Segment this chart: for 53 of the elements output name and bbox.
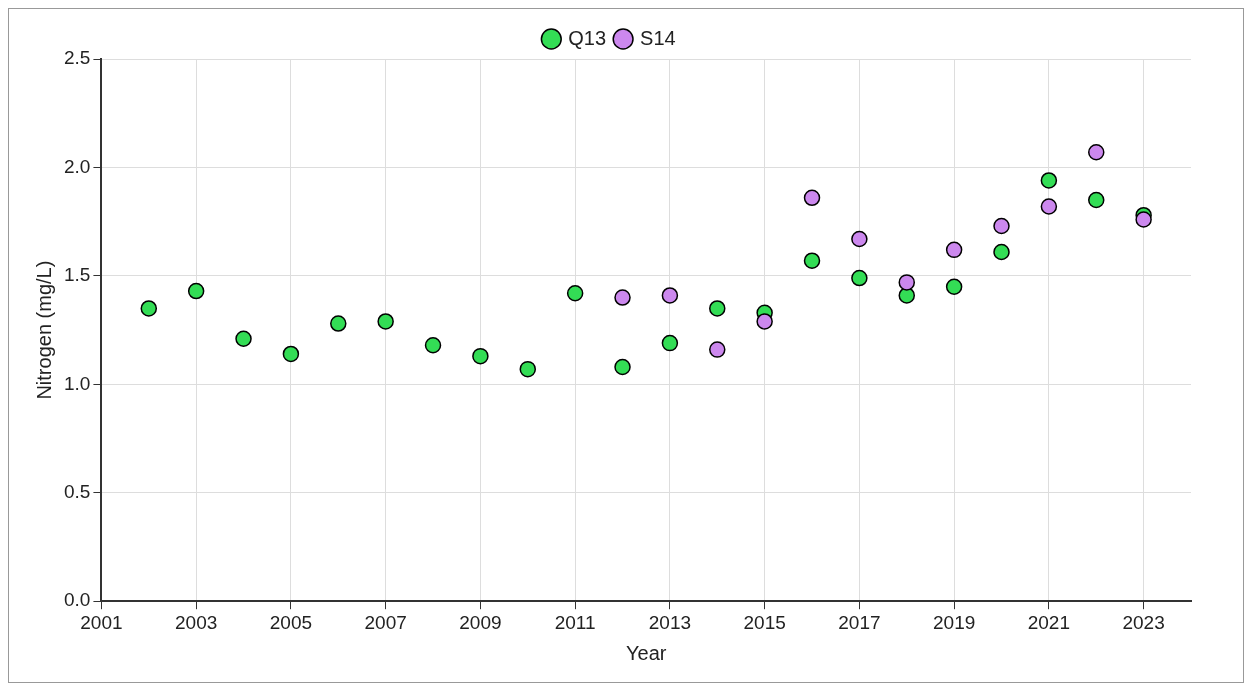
point	[756, 313, 773, 330]
x-tick-label: 2013	[648, 611, 692, 633]
point	[1135, 211, 1152, 228]
point	[661, 334, 679, 352]
point	[1040, 172, 1058, 189]
point	[140, 300, 158, 317]
point	[709, 341, 726, 358]
point	[519, 360, 537, 378]
x-tick-label: 2001	[80, 611, 123, 633]
x-axis-title: Year	[626, 641, 667, 664]
point	[566, 284, 584, 302]
point	[377, 313, 394, 330]
y-tick-label: 2.0	[63, 155, 91, 177]
point	[851, 230, 868, 248]
y-axis-title: Nitrogen (mg/L)	[32, 260, 55, 400]
point	[945, 278, 963, 295]
point	[614, 289, 631, 306]
point	[187, 282, 205, 300]
point	[993, 217, 1010, 235]
x-tick-label: 2005	[269, 611, 313, 633]
x-tick-label: 2007	[364, 611, 407, 633]
x-tick-label: 2019	[932, 611, 976, 633]
x-tick-label: 2015	[743, 611, 786, 633]
point	[1088, 144, 1105, 161]
y-tick-label: 1.5	[63, 264, 91, 286]
y-tick-label: 1.0	[63, 372, 91, 394]
point	[661, 287, 679, 304]
legend-label: S14	[640, 26, 676, 49]
point	[472, 347, 489, 365]
point	[235, 330, 252, 348]
x-tick-label: 2011	[554, 611, 596, 633]
point	[709, 300, 726, 317]
x-tick-label: 2023	[1122, 611, 1165, 633]
y-tick-label: 0.5	[63, 480, 91, 502]
legend-label: Q13	[568, 26, 607, 49]
x-tick-label: 2003	[175, 611, 218, 633]
point	[1088, 191, 1105, 209]
point	[803, 189, 821, 207]
point	[330, 315, 347, 332]
point	[993, 243, 1010, 261]
point	[282, 345, 300, 363]
point	[803, 252, 821, 269]
x-tick-label: 2009	[459, 611, 502, 633]
y-tick-label: 2.5	[63, 47, 91, 69]
point	[1040, 198, 1058, 215]
point	[614, 358, 631, 376]
point	[851, 269, 868, 287]
y-tick-label: 0.0	[63, 589, 91, 611]
point	[945, 241, 963, 259]
point	[424, 337, 442, 354]
x-tick-label: 2017	[838, 611, 881, 633]
point	[898, 274, 916, 291]
x-tick-label: 2021	[1027, 611, 1071, 633]
